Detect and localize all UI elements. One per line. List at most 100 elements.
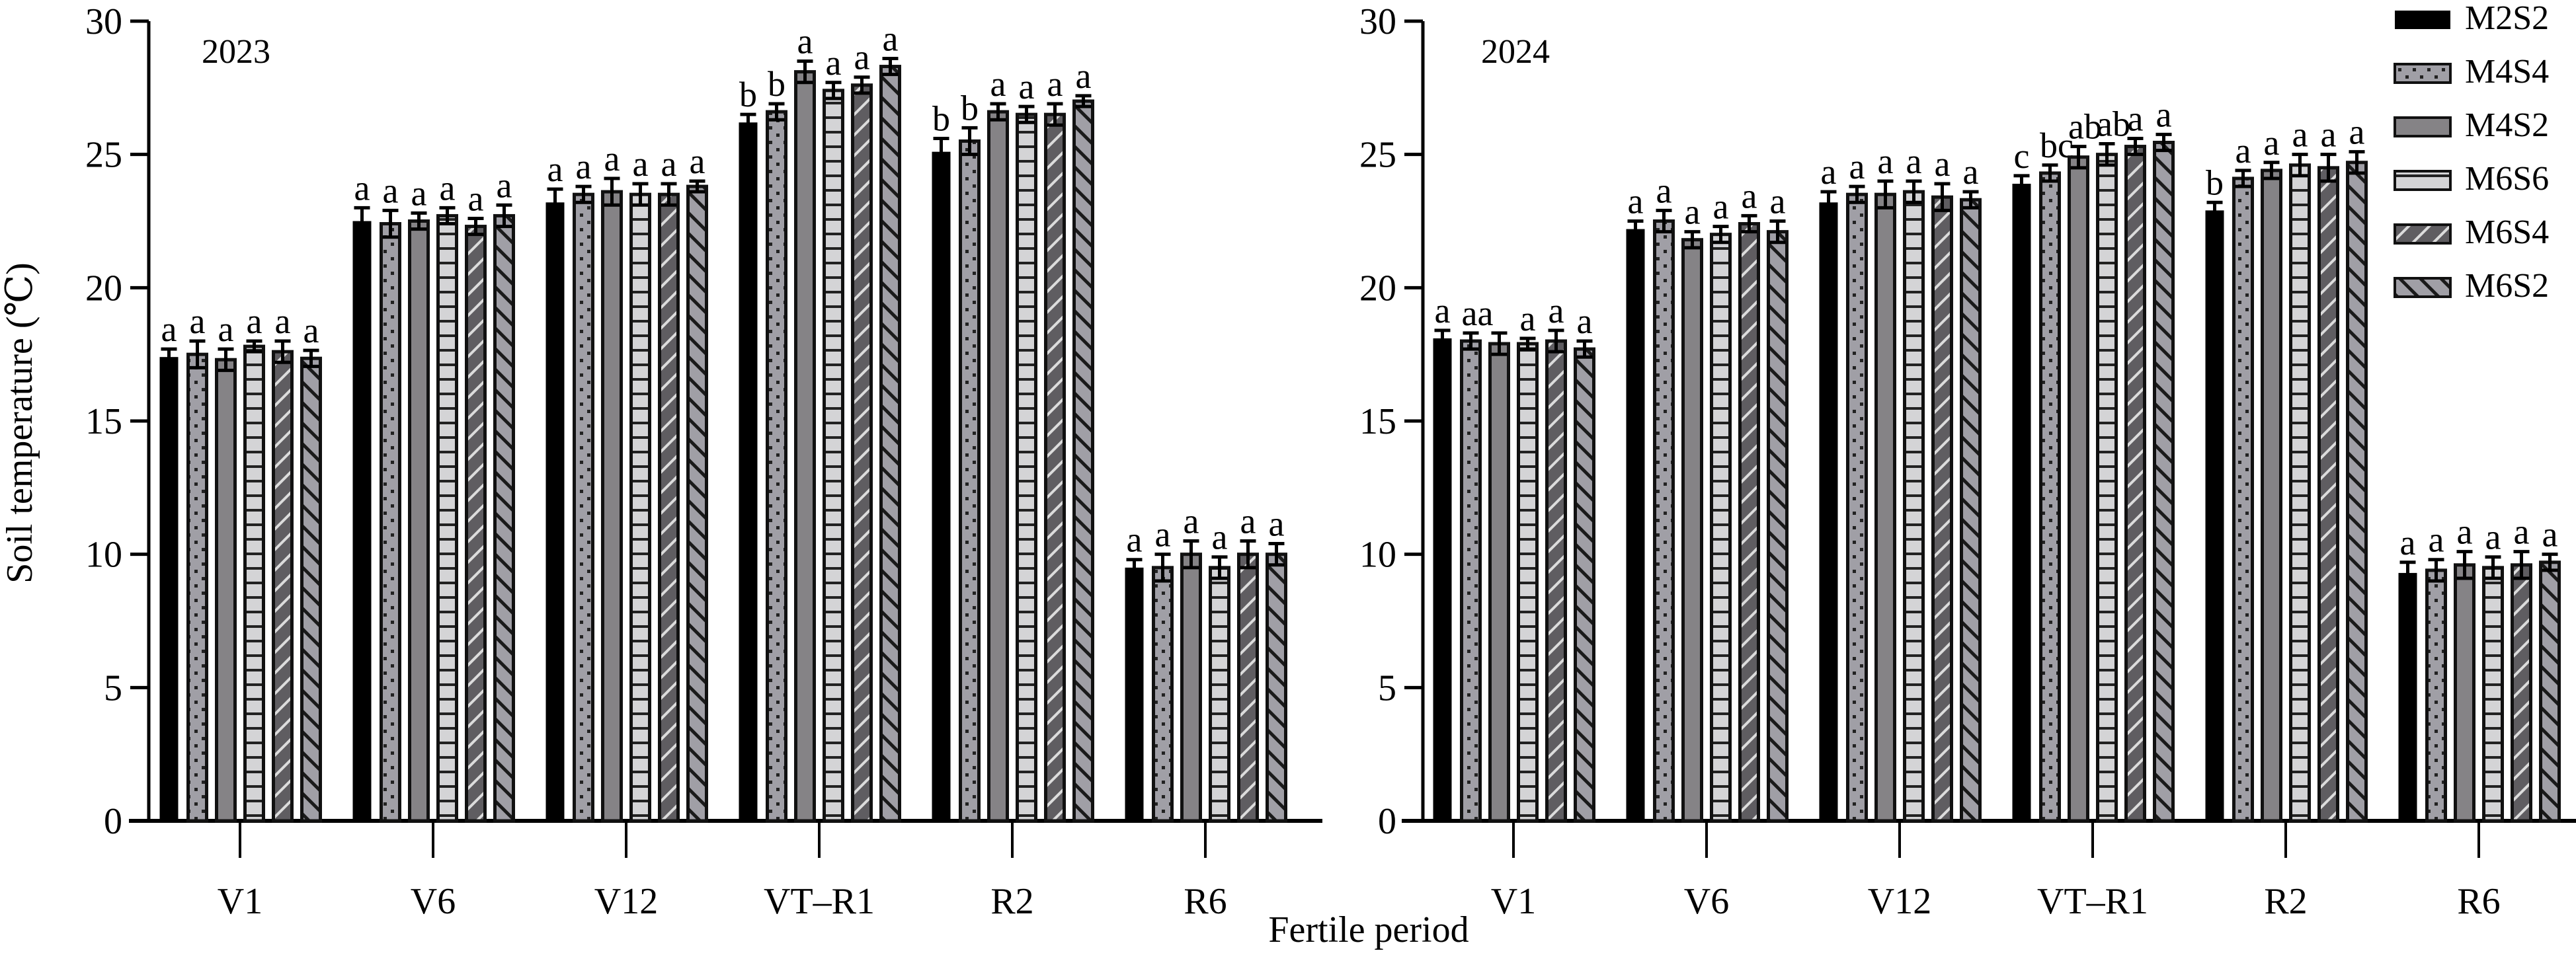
significance-letter: a [2514, 512, 2530, 552]
bar-m6s4-v6 [1738, 222, 1760, 823]
y-tick-label: 20 [85, 268, 122, 309]
x-tick-label: R2 [2264, 881, 2307, 922]
bar-m6s4-v12 [658, 192, 680, 823]
significance-letter: a [1906, 141, 1922, 181]
y-tick-label: 25 [1359, 135, 1396, 176]
x-tick-label: V6 [1684, 881, 1729, 922]
bar-m6s4-v12 [1931, 195, 1953, 823]
bar-m6s6-v12 [1903, 190, 1925, 823]
bar-m6s6-vtr1 [2096, 153, 2118, 823]
bar-m6s6-r6 [2482, 566, 2504, 823]
bar-m6s2-v12 [1960, 198, 1982, 823]
bar-m6s2-vtr1 [879, 65, 901, 823]
bar-m4s2-r2 [2261, 169, 2282, 823]
significance-letter: a [990, 64, 1006, 104]
significance-letter: a [218, 309, 234, 349]
x-tick-label: V12 [1868, 881, 1931, 922]
significance-letter: a [497, 165, 512, 205]
legend-label: M6S4 [2465, 213, 2549, 251]
significance-letter: b [739, 75, 757, 114]
legend-swatch [2394, 277, 2452, 298]
bar-m6s6-r2 [2289, 163, 2311, 823]
bar-m4s2-v6 [1681, 238, 1703, 823]
bar-m2s2-v12 [1819, 202, 1838, 821]
significance-letter: aa [1462, 293, 1494, 333]
y-tick-label: 30 [85, 1, 122, 42]
significance-letter: a [1656, 171, 1672, 210]
legend-item-m6s6: M6S6 [2394, 160, 2549, 198]
significance-letter: a [2156, 95, 2172, 134]
significance-letter: a [1713, 187, 1729, 227]
legend-label: M4S4 [2465, 53, 2549, 91]
bar-m6s2-v1 [300, 356, 322, 823]
bar-m4s2-v12 [601, 190, 623, 823]
significance-letter: a [1019, 67, 1035, 106]
y-tick-label: 20 [1359, 268, 1396, 309]
x-tick-label: R6 [1184, 881, 1227, 922]
significance-letter: a [826, 43, 842, 83]
legend-label: M6S2 [2465, 267, 2549, 305]
bar-m6s6-v6 [436, 213, 458, 823]
significance-letter: a [1212, 517, 1228, 557]
significance-letter: a [2349, 112, 2365, 152]
significance-letter: b [932, 98, 950, 138]
significance-letter: a [440, 168, 456, 208]
bar-m2s2-r2 [2205, 210, 2224, 821]
significance-letter: a [1520, 299, 1536, 338]
legend-item-m4s2: M4S2 [2394, 106, 2549, 144]
bar-m4s2-v1 [215, 358, 237, 823]
bar-m6s6-v1 [243, 344, 265, 823]
y-tick-label: 5 [1378, 668, 1396, 708]
x-tick-label: V12 [594, 881, 658, 922]
y-tick-label: 25 [85, 135, 122, 176]
bar-m4s2-v6 [408, 219, 430, 823]
bar-m6s2-v6 [1767, 230, 1789, 823]
bar-m6s6-v6 [1710, 233, 1732, 823]
significance-letter: a [1577, 301, 1593, 341]
legend-label: M2S2 [2465, 0, 2549, 37]
y-tick-label: 15 [1359, 401, 1396, 442]
bar-m6s2-r2 [2346, 161, 2368, 823]
legend-label: M6S6 [2465, 160, 2549, 198]
significance-letter: a [1240, 502, 1256, 541]
significance-letter: a [1628, 182, 1644, 221]
y-tick-label: 0 [1378, 801, 1396, 842]
significance-letter: a [2485, 517, 2501, 557]
significance-letter: a [690, 141, 705, 181]
significance-letter: a [1549, 291, 1564, 330]
bar-m2s2-vtr1 [739, 122, 758, 822]
bar-m4s4-v1 [1460, 339, 1482, 823]
bar-m4s2-r6 [2454, 563, 2475, 823]
bar-m4s2-vtr1 [2068, 155, 2089, 823]
y-tick-label: 15 [85, 401, 122, 442]
significance-letter: c [2014, 136, 2030, 176]
bar-m6s4-vtr1 [2124, 145, 2146, 823]
significance-letter: b [961, 88, 979, 128]
bar-m6s4-r6 [1237, 553, 1259, 823]
bar-m6s2-v1 [1574, 347, 1595, 823]
significance-letter: a [2292, 115, 2308, 155]
y-tick-label: 5 [104, 668, 122, 708]
legend: M2S2 M4S4 M4S2 M6S6 M6S4 M6S2 [2394, 0, 2549, 305]
significance-letter: a [354, 168, 370, 208]
bar-m6s6-v12 [629, 192, 651, 823]
significance-letter: a [190, 301, 206, 341]
bar-m6s2-v6 [493, 213, 515, 823]
bar-m6s4-v1 [272, 350, 294, 823]
significance-letter: a [797, 22, 813, 61]
bar-m2s2-r6 [2398, 572, 2417, 821]
bar-m2s2-v6 [352, 221, 372, 821]
x-tick-label: VT–R1 [764, 881, 875, 922]
significance-letter: a [1742, 176, 1757, 215]
x-tick-label: V1 [1491, 881, 1536, 922]
bar-m2s2-v12 [545, 202, 565, 821]
bar-m4s4-r2 [959, 139, 981, 823]
y-tick-label: 0 [104, 801, 122, 842]
bar-m4s4-r6 [2425, 568, 2447, 823]
significance-letter: a [1435, 291, 1451, 330]
bar-m6s2-vtr1 [2153, 141, 2175, 823]
significance-letter: ab [2097, 104, 2130, 144]
significance-letter: a [854, 38, 870, 77]
significance-letter: ab [2068, 107, 2102, 147]
bar-m4s2-r6 [1180, 553, 1202, 823]
